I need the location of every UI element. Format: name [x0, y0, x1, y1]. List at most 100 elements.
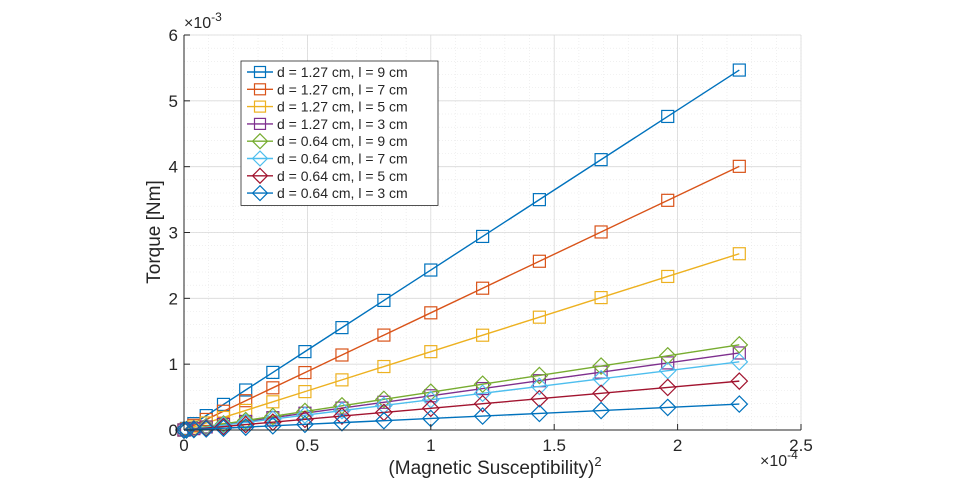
data-point — [476, 229, 490, 244]
legend-marker — [253, 100, 267, 113]
legend-marker — [251, 132, 269, 150]
data-point — [333, 407, 351, 426]
legend-label: d = 1.27 cm, l = 7 cm — [277, 81, 408, 97]
data-point — [295, 415, 314, 434]
data-point — [239, 383, 253, 397]
legend-marker — [253, 117, 267, 131]
legend-marker — [253, 65, 267, 79]
legend: d = 1.27 cm, l = 9 cmd = 1.27 cm, l = 7 … — [240, 60, 439, 206]
y-tick-label: 0 — [169, 421, 178, 440]
x-axis-exponent: ×10-4 — [760, 448, 798, 470]
x-tick-label: 2 — [673, 436, 682, 455]
x-tick-label: 2.5 — [789, 436, 813, 455]
data-point — [295, 406, 314, 425]
legend-label: d = 0.64 cm, l = 5 cm — [277, 168, 408, 184]
legend-label: d = 1.27 cm, l = 5 cm — [277, 99, 408, 115]
x-axis-label: (Magnetic Susceptibility)2 — [388, 454, 601, 479]
data-point — [333, 413, 351, 432]
data-point — [730, 372, 749, 391]
data-point — [197, 419, 216, 437]
legend-item: d = 1.27 cm, l = 3 cm — [247, 116, 408, 132]
data-point — [236, 415, 255, 434]
y-tick-label: 6 — [169, 26, 178, 45]
data-point — [530, 404, 549, 423]
data-point — [476, 381, 490, 396]
data-point — [661, 109, 675, 124]
data-point — [530, 389, 549, 408]
data-point — [594, 291, 608, 305]
data-point — [594, 225, 608, 239]
data-point — [377, 359, 391, 374]
data-point — [730, 352, 749, 371]
data-point — [592, 357, 611, 375]
data-point — [298, 365, 312, 380]
data-point — [175, 421, 193, 439]
legend-marker — [251, 184, 269, 202]
data-point — [236, 418, 255, 437]
data-point — [592, 401, 611, 420]
data-point — [473, 384, 492, 403]
legend-item: d = 1.27 cm, l = 5 cm — [247, 99, 408, 115]
data-point — [298, 385, 312, 399]
data-point — [335, 321, 349, 335]
legend-item: d = 0.64 cm, l = 3 cm — [247, 184, 408, 202]
legend-marker — [253, 83, 267, 96]
data-point — [661, 269, 675, 284]
x-tick-label: 1.5 — [542, 436, 566, 455]
data-point — [661, 356, 675, 370]
data-point — [424, 345, 438, 359]
y-axis-label: Torque [Nm] — [144, 180, 165, 283]
legend-item: d = 0.64 cm, l = 7 cm — [247, 150, 408, 167]
data-point — [530, 366, 549, 385]
data-point — [333, 401, 351, 420]
data-point — [214, 414, 233, 433]
data-point — [476, 328, 490, 342]
data-point — [263, 416, 282, 435]
data-point — [214, 419, 233, 438]
data-point — [236, 411, 255, 430]
legend-label: d = 0.64 cm, l = 3 cm — [277, 185, 408, 201]
y-tick-label: 2 — [169, 289, 178, 308]
data-point — [592, 369, 611, 388]
data-point — [236, 413, 255, 432]
legend-item: d = 0.64 cm, l = 5 cm — [247, 167, 408, 185]
data-point — [532, 254, 546, 268]
data-point — [532, 193, 546, 207]
data-point — [239, 394, 253, 408]
data-point — [216, 397, 231, 412]
data-point — [476, 281, 490, 295]
data-point — [658, 378, 677, 397]
data-point — [421, 399, 440, 418]
legend-label: d = 1.27 cm, l = 3 cm — [277, 116, 408, 132]
data-point — [661, 193, 675, 207]
x-tick-label: 0.5 — [296, 436, 320, 455]
legend-item: d = 1.27 cm, l = 7 cm — [247, 81, 408, 97]
data-point — [374, 411, 393, 430]
legend-label: d = 0.64 cm, l = 9 cm — [277, 133, 408, 149]
data-point — [594, 153, 608, 167]
data-point — [658, 346, 677, 365]
data-point — [266, 381, 280, 395]
data-point — [184, 420, 203, 439]
data-point — [298, 345, 312, 359]
series-line — [183, 403, 740, 431]
data-point — [532, 310, 546, 324]
data-point — [214, 416, 233, 435]
data-point — [732, 63, 746, 77]
data-point — [374, 396, 393, 415]
series-8 — [175, 395, 749, 439]
data-point — [424, 306, 438, 320]
x-tick-label: 0 — [179, 436, 188, 455]
legend-label: d = 0.64 cm, l = 7 cm — [277, 151, 408, 167]
data-point — [658, 398, 677, 417]
data-point — [592, 384, 611, 403]
data-point — [473, 375, 492, 394]
legend-marker — [251, 167, 269, 185]
data-point — [263, 407, 282, 426]
data-point — [473, 394, 492, 413]
data-point — [473, 407, 492, 426]
data-point — [197, 420, 216, 438]
y-tick-label: 1 — [169, 355, 178, 374]
y-tick-label: 4 — [169, 158, 178, 177]
